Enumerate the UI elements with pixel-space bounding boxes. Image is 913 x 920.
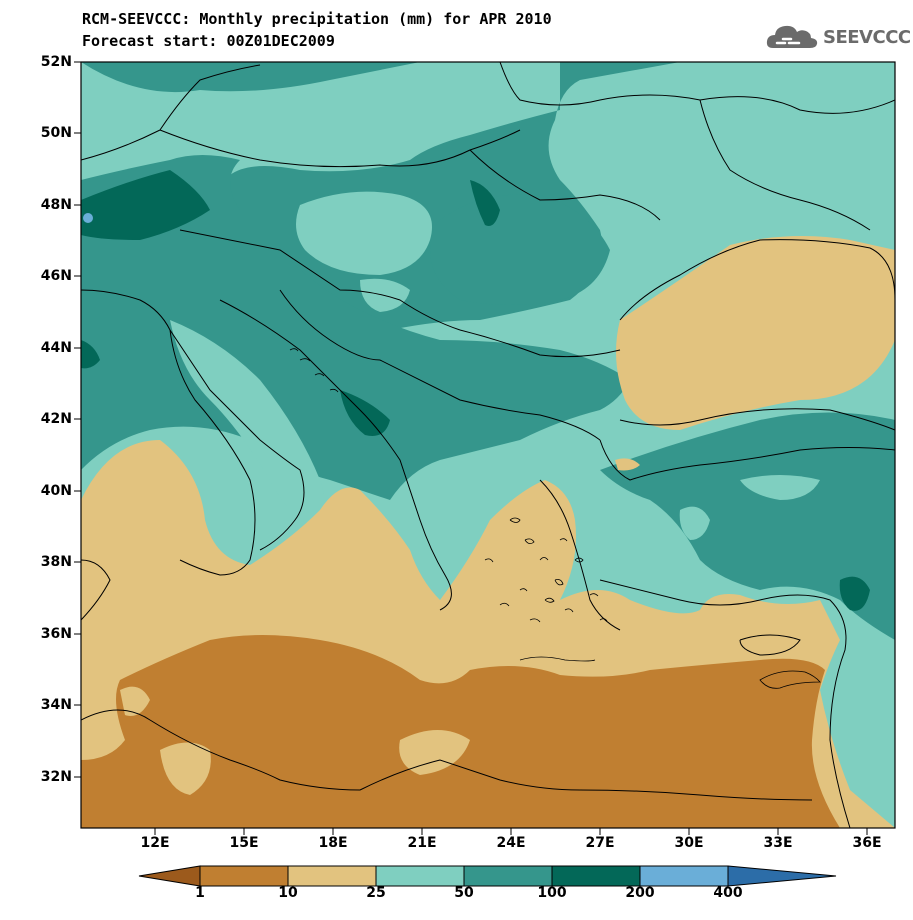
lat-ticks bbox=[74, 61, 81, 778]
lon-label: 27E bbox=[585, 835, 615, 851]
lat-label: 34N bbox=[40, 697, 72, 713]
lat-label: 38N bbox=[40, 554, 72, 570]
map-frame bbox=[80, 61, 896, 829]
precipitation-field bbox=[81, 62, 895, 828]
colorbar-label: 400 bbox=[713, 885, 743, 901]
colorbar-gt400 bbox=[727, 865, 837, 887]
coastlines-borders bbox=[81, 62, 895, 828]
lon-label: 33E bbox=[763, 835, 793, 851]
lon-label: 21E bbox=[407, 835, 437, 851]
colorbar-10-25 bbox=[287, 865, 377, 887]
lon-label: 24E bbox=[496, 835, 526, 851]
forecast-start-subtitle: Forecast start: 00Z01DEC2009 bbox=[82, 32, 335, 50]
lon-label: 18E bbox=[318, 835, 348, 851]
colorbar bbox=[138, 865, 837, 887]
lat-label: 46N bbox=[40, 268, 72, 284]
map-title: RCM-SEEVCCC: Monthly precipitation (mm) … bbox=[82, 10, 552, 28]
colorbar-50-100 bbox=[463, 865, 553, 887]
lat-label: 32N bbox=[40, 769, 72, 785]
seevccc-logo: SEEVCCC bbox=[765, 22, 911, 52]
lat-label: 48N bbox=[40, 197, 72, 213]
colorbar-25-50 bbox=[375, 865, 465, 887]
colorbar-label: 200 bbox=[625, 885, 655, 901]
lon-label: 36E bbox=[852, 835, 882, 851]
colorbar-label: 1 bbox=[195, 885, 205, 901]
colorbar-label: 25 bbox=[366, 885, 386, 901]
colorbar-100-200 bbox=[551, 865, 641, 887]
colorbar-lt1 bbox=[138, 865, 201, 887]
lat-label: 50N bbox=[40, 125, 72, 141]
cloud-icon bbox=[766, 25, 818, 48]
lon-label: 12E bbox=[140, 835, 170, 851]
colorbar-label: 10 bbox=[278, 885, 298, 901]
aegean-islands bbox=[289, 348, 821, 689]
colorbar-200-400 bbox=[639, 865, 729, 887]
colorbar-label: 50 bbox=[454, 885, 474, 901]
lat-label: 44N bbox=[40, 340, 72, 356]
lat-label: 36N bbox=[40, 626, 72, 642]
lon-label: 15E bbox=[229, 835, 259, 851]
colorbar-label: 100 bbox=[537, 885, 567, 901]
colorbar-1-10 bbox=[199, 865, 289, 887]
lon-label: 30E bbox=[674, 835, 704, 851]
logo-text: SEEVCCC bbox=[823, 26, 911, 48]
lon-ticks bbox=[154, 828, 868, 835]
lat-label: 52N bbox=[40, 54, 72, 70]
lat-label: 42N bbox=[40, 411, 72, 427]
lat-label: 40N bbox=[40, 483, 72, 499]
